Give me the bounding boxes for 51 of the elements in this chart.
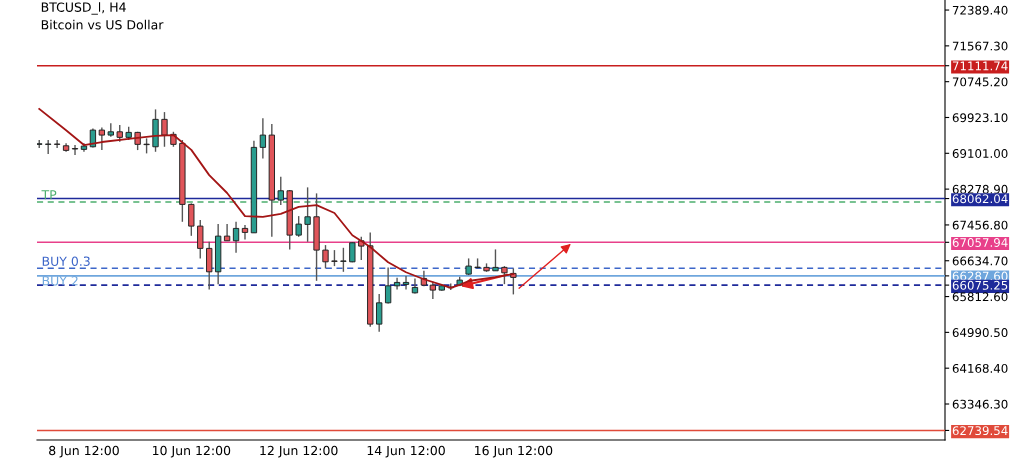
candlestick [98, 126, 106, 151]
candlestick [71, 144, 79, 156]
y-tick-label: 68278.90 [952, 184, 1008, 194]
candlestick [510, 267, 517, 296]
candlestick [322, 244, 329, 270]
candlestick [188, 202, 195, 237]
candlestick [492, 248, 499, 272]
y-tick-label: 69101.00 [952, 149, 1008, 158]
candlestick [45, 139, 52, 155]
y-tick-label: 66634.70 [952, 256, 1008, 266]
x-tick-label: 16 Jun 12:00 [475, 445, 553, 458]
y-tick-label: 64168.40 [952, 363, 1008, 373]
x-tick-label: 10 Jun 12:00 [152, 445, 231, 458]
y-tick-label: 65812.60 [952, 292, 1008, 302]
candlestick [295, 215, 302, 238]
x-tick-label: 14 Jun 12:00 [367, 445, 445, 458]
candlestick [376, 293, 383, 333]
candlestick [241, 224, 249, 241]
y-tick-label: 66287.60 [952, 271, 1008, 281]
candlestick [161, 111, 168, 148]
ref-line-label: BUY 2 [42, 276, 78, 286]
y-tick-label: 68062.04 [952, 194, 1008, 204]
text: Bitcoin vs US Dollar [41, 19, 164, 30]
y-tick-label: 71567.30 [952, 41, 1008, 51]
y-tick-label: 69923.10 [952, 113, 1008, 123]
candlestick [259, 117, 267, 160]
x-tick-label: 8 Jun 12:00 [49, 445, 119, 458]
candlestick [206, 241, 213, 291]
ref-line-label: TP [41, 190, 57, 200]
y-tick-label: 64990.50 [952, 328, 1008, 338]
candlestick [340, 247, 347, 273]
candlestick [53, 139, 61, 149]
y-tick-label: 67456.80 [952, 220, 1008, 230]
candlestick [501, 265, 508, 285]
candlestick [223, 223, 231, 242]
y-tick-label: 62739.54 [952, 426, 1008, 436]
y-tick-label: 66075.25 [952, 280, 1008, 290]
chart-title: BTCUSD_l, H4 [41, 2, 126, 15]
y-tick-label: 67057.94 [952, 238, 1008, 247]
candlestick [304, 186, 311, 243]
y-tick-label: 72389.40 [952, 5, 1008, 15]
x-tick-label: 12 Jun 12:00 [260, 445, 338, 458]
candlestick [197, 219, 204, 260]
ref-line-label: BUY 0.3 [42, 256, 90, 266]
y-tick-label: 71111.74 [952, 61, 1008, 71]
y-tick-label: 70745.20 [952, 77, 1008, 87]
candlestick [232, 221, 240, 254]
candlestick [384, 266, 392, 305]
candlestick [402, 275, 410, 291]
candlestick [277, 176, 284, 206]
y-tick-label: 63346.30 [952, 399, 1008, 409]
